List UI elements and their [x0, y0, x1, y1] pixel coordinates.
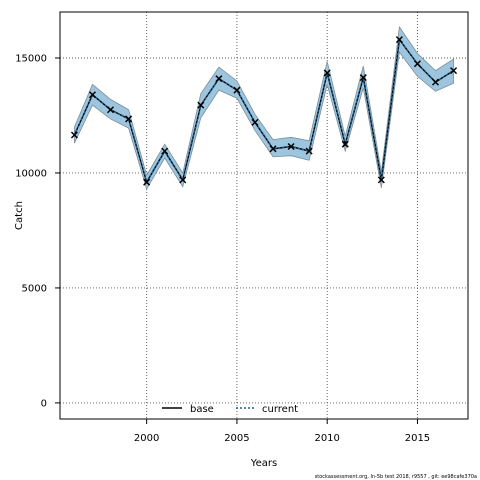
- legend-base-label: base: [190, 404, 214, 415]
- observed-point: [161, 147, 169, 155]
- observed-point-stroke: [88, 91, 97, 99]
- observed-point: [305, 147, 313, 155]
- observed-point-stroke: [161, 147, 169, 155]
- observed-point: [359, 74, 367, 82]
- observed-point: [323, 69, 331, 77]
- observed-point-stroke: [287, 142, 295, 151]
- observed-point: [395, 36, 403, 44]
- plot-frame: [59, 11, 469, 420]
- observed-point-stroke: [125, 115, 133, 123]
- x-tick-label: 2010: [314, 433, 339, 444]
- observed-point: [269, 145, 277, 153]
- observed-point: [70, 131, 78, 139]
- observed-point-stroke: [450, 67, 458, 75]
- series-line-layer: [73, 37, 454, 185]
- y-tick-label: 5000: [22, 283, 47, 294]
- observed-point-stroke: [269, 145, 277, 153]
- observed-points-layer: [70, 36, 458, 186]
- observed-point-stroke: [251, 118, 259, 126]
- observed-point-stroke: [107, 106, 115, 114]
- observed-point-stroke: [377, 176, 385, 184]
- observed-point-stroke: [413, 60, 421, 68]
- observed-point: [143, 178, 151, 186]
- observed-point: [377, 176, 385, 184]
- x-axis-ticks: 2000 2005 2010 2015: [134, 419, 430, 444]
- x-tick-label: 2000: [134, 433, 159, 444]
- x-tick-label: 2005: [224, 433, 249, 444]
- observed-point: [233, 86, 241, 94]
- observed-point-stroke: [179, 176, 187, 184]
- observed-point-stroke: [233, 86, 241, 94]
- y-axis-label: Catch: [14, 201, 25, 230]
- observed-point-stroke: [215, 75, 223, 83]
- observed-point: [450, 67, 458, 75]
- observed-point: [88, 91, 97, 99]
- legend: base current: [162, 404, 298, 415]
- observed-point-stroke: [70, 131, 78, 139]
- observed-point-stroke: [197, 101, 205, 109]
- y-tick-label: 10000: [15, 168, 47, 179]
- observed-point-stroke: [143, 178, 151, 186]
- y-tick-label: 0: [41, 398, 47, 409]
- observed-point: [197, 101, 205, 109]
- footnote: stockassessment.org, ln-5b test 2018, r9…: [315, 474, 477, 480]
- observed-point: [431, 78, 440, 86]
- observed-point-stroke: [323, 69, 331, 77]
- confidence-band-layer: [74, 25, 454, 191]
- grid-layer: [60, 12, 468, 419]
- observed-point: [125, 115, 133, 123]
- y-tick-label: 15000: [15, 53, 47, 64]
- legend-current-label: current: [262, 404, 298, 415]
- observed-point-stroke: [431, 78, 440, 86]
- observed-point-stroke: [341, 140, 349, 148]
- x-tick-label: 2015: [405, 433, 430, 444]
- x-axis-label: Years: [250, 458, 277, 469]
- observed-point: [287, 142, 295, 151]
- observed-point-stroke: [395, 36, 403, 44]
- observed-point-stroke: [305, 147, 313, 155]
- observed-point: [215, 75, 223, 83]
- observed-point: [251, 118, 259, 126]
- observed-point: [341, 140, 349, 148]
- series-line-current: [73, 37, 454, 185]
- observed-point: [179, 176, 187, 184]
- observed-point-stroke: [359, 74, 367, 82]
- confidence-band: [74, 25, 454, 191]
- observed-point: [413, 60, 421, 68]
- observed-point: [107, 106, 115, 114]
- series-line-base: [73, 37, 454, 184]
- y-axis-ticks: 0 5000 10000 15000: [15, 53, 60, 409]
